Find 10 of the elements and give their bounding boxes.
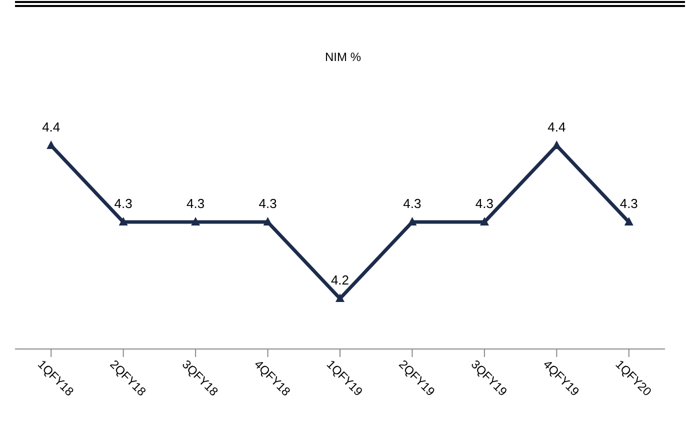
- data-label: 4.3: [258, 196, 277, 212]
- data-label: 4.4: [42, 120, 60, 135]
- chart-title: NIM %: [324, 50, 362, 64]
- data-label: 4.3: [114, 196, 132, 212]
- data-label: 4.3: [186, 196, 205, 212]
- data-label: 4.3: [475, 196, 494, 212]
- data-label: 4.3: [620, 196, 638, 212]
- data-label: 4.3: [403, 196, 422, 212]
- data-label: 4.2: [330, 272, 350, 288]
- data-label: 4.4: [548, 120, 566, 135]
